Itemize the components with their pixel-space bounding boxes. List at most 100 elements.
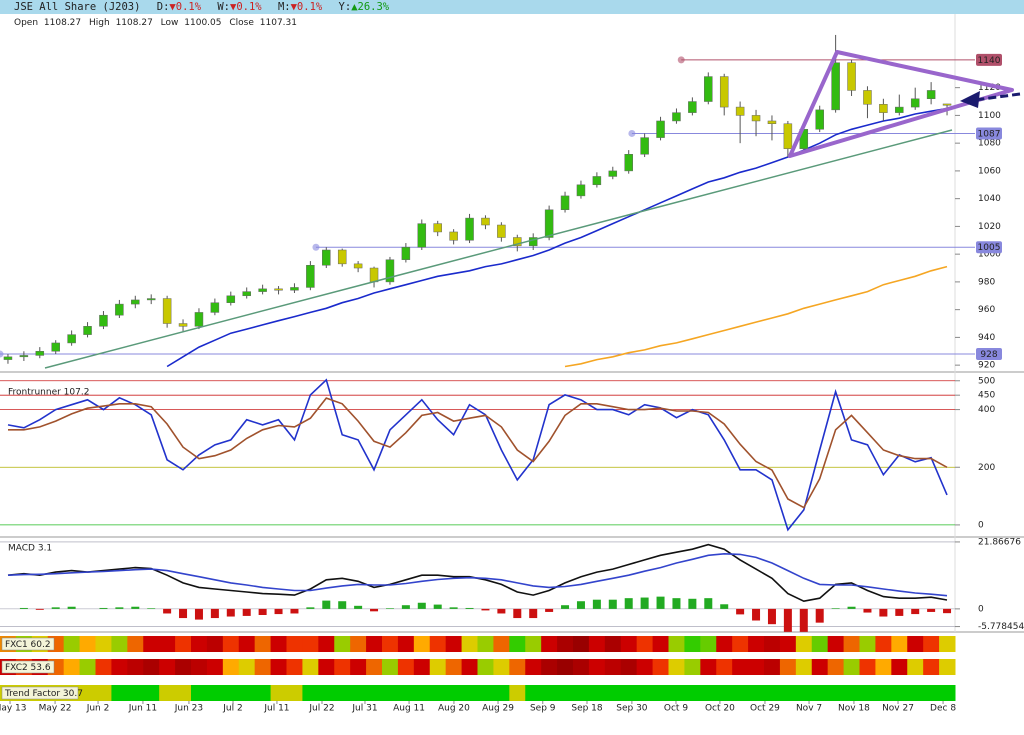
- strip-cell: [382, 685, 399, 701]
- histogram-bar: [19, 607, 28, 609]
- strip-cell: [270, 636, 287, 652]
- candle-body: [19, 355, 29, 358]
- strip-cell: [939, 685, 956, 701]
- histogram-bar: [513, 608, 522, 619]
- histogram-bar: [847, 606, 856, 609]
- strip-cell: [573, 659, 590, 675]
- candle-body: [449, 231, 458, 241]
- title-bar: [0, 0, 1024, 14]
- strip-cell: [779, 685, 797, 701]
- y-tick-label: 960: [978, 305, 995, 315]
- candle-body: [83, 326, 92, 335]
- strip-cell: [875, 659, 892, 675]
- ohlc: Open 1108.27 High 1108.27 Low 1100.05 Cl…: [14, 18, 297, 28]
- histogram-bar: [831, 608, 840, 609]
- y-tick-label: 500: [978, 376, 995, 386]
- y-tick-label: 200: [978, 463, 995, 473]
- histogram-bar: [51, 607, 60, 609]
- candle-body: [831, 62, 840, 111]
- change-value: ▼0.1%: [230, 1, 262, 13]
- strip-cell: [302, 685, 319, 701]
- y-tick-label: 940: [978, 333, 995, 343]
- series-line: [8, 397, 948, 509]
- histogram-bar: [290, 608, 299, 614]
- strip-cell: [159, 636, 176, 652]
- arrow-head: [960, 91, 980, 108]
- strip-cell: [620, 659, 638, 675]
- x-tick-label: Oct 29: [750, 704, 780, 714]
- strip-cell: [811, 636, 829, 652]
- level-label-box: [976, 241, 1002, 254]
- strip-cell: [302, 659, 319, 675]
- series-line: [564, 265, 948, 368]
- strip-cell: [350, 685, 367, 701]
- strip-cell: [222, 659, 240, 675]
- candle-body: [337, 249, 347, 265]
- strip-cell: [191, 685, 208, 701]
- strip-cell: [795, 636, 813, 652]
- series-line: [166, 107, 948, 368]
- candle-body: [815, 109, 824, 130]
- candle-body: [417, 223, 427, 248]
- strip-cell: [175, 659, 192, 675]
- strip-cell: [764, 659, 781, 675]
- change-value: ▼0.1%: [169, 1, 201, 13]
- candle-body: [178, 323, 188, 327]
- strip-cell: [95, 636, 112, 652]
- strip-cell: [397, 659, 415, 675]
- histogram-bar: [879, 608, 888, 617]
- strip-cell: [509, 636, 526, 652]
- histogram-bar: [338, 601, 347, 609]
- x-tick-label: Aug 20: [438, 704, 470, 714]
- strip-cell: [859, 685, 876, 701]
- candle-body: [465, 217, 474, 241]
- strip-cell: [413, 636, 431, 652]
- strip-cell: [382, 636, 399, 652]
- strip-cell: [875, 685, 892, 701]
- strip-cell: [206, 685, 224, 701]
- histogram-bar: [67, 606, 76, 609]
- strip-cell: [366, 685, 383, 701]
- strip-cell: [557, 685, 574, 701]
- candle-body: [751, 115, 761, 122]
- candle-body: [67, 334, 76, 344]
- strip-cell: [811, 685, 829, 701]
- histogram-bar: [624, 598, 633, 609]
- strip-cell: [286, 659, 303, 675]
- histogram-bar: [704, 598, 713, 609]
- strip-cell: [397, 685, 415, 701]
- histogram-bar: [354, 605, 363, 609]
- histogram-bar: [783, 608, 792, 632]
- histogram-bar: [672, 598, 681, 609]
- candle-body: [560, 195, 570, 211]
- strip-cell: [732, 659, 749, 675]
- y-tick-label: 1040: [978, 194, 1001, 204]
- candle-body: [35, 351, 45, 356]
- strip-cell: [541, 636, 558, 652]
- strip-cell: [636, 659, 654, 675]
- strip-cell: [779, 659, 797, 675]
- strip-cell: [652, 659, 669, 675]
- candle-body: [719, 76, 729, 108]
- strip-cell: [907, 685, 924, 701]
- ohlc-value: 1108.27: [44, 18, 81, 28]
- x-tick-label: Sep 9: [530, 704, 556, 714]
- ohlc-label: High: [89, 18, 110, 28]
- strip-cell: [350, 636, 367, 652]
- strip-cell: [286, 685, 303, 701]
- candle-body: [433, 223, 442, 233]
- candle-body: [306, 264, 315, 288]
- strip-cell: [859, 636, 876, 652]
- strip-cell: [127, 659, 144, 675]
- histogram-bar: [529, 608, 538, 619]
- y-tick-label: 1000: [978, 250, 1001, 260]
- strip-cell: [159, 659, 176, 675]
- candle-body: [194, 312, 204, 327]
- candle-body: [258, 288, 267, 292]
- histogram-bar: [306, 607, 315, 609]
- strip-cell: [318, 659, 335, 675]
- histogram-bar: [194, 608, 203, 620]
- level-label: 1005: [978, 243, 1001, 253]
- y-tick-label: 0: [978, 604, 984, 614]
- panel-title: Frontrunner 107.2: [8, 388, 89, 398]
